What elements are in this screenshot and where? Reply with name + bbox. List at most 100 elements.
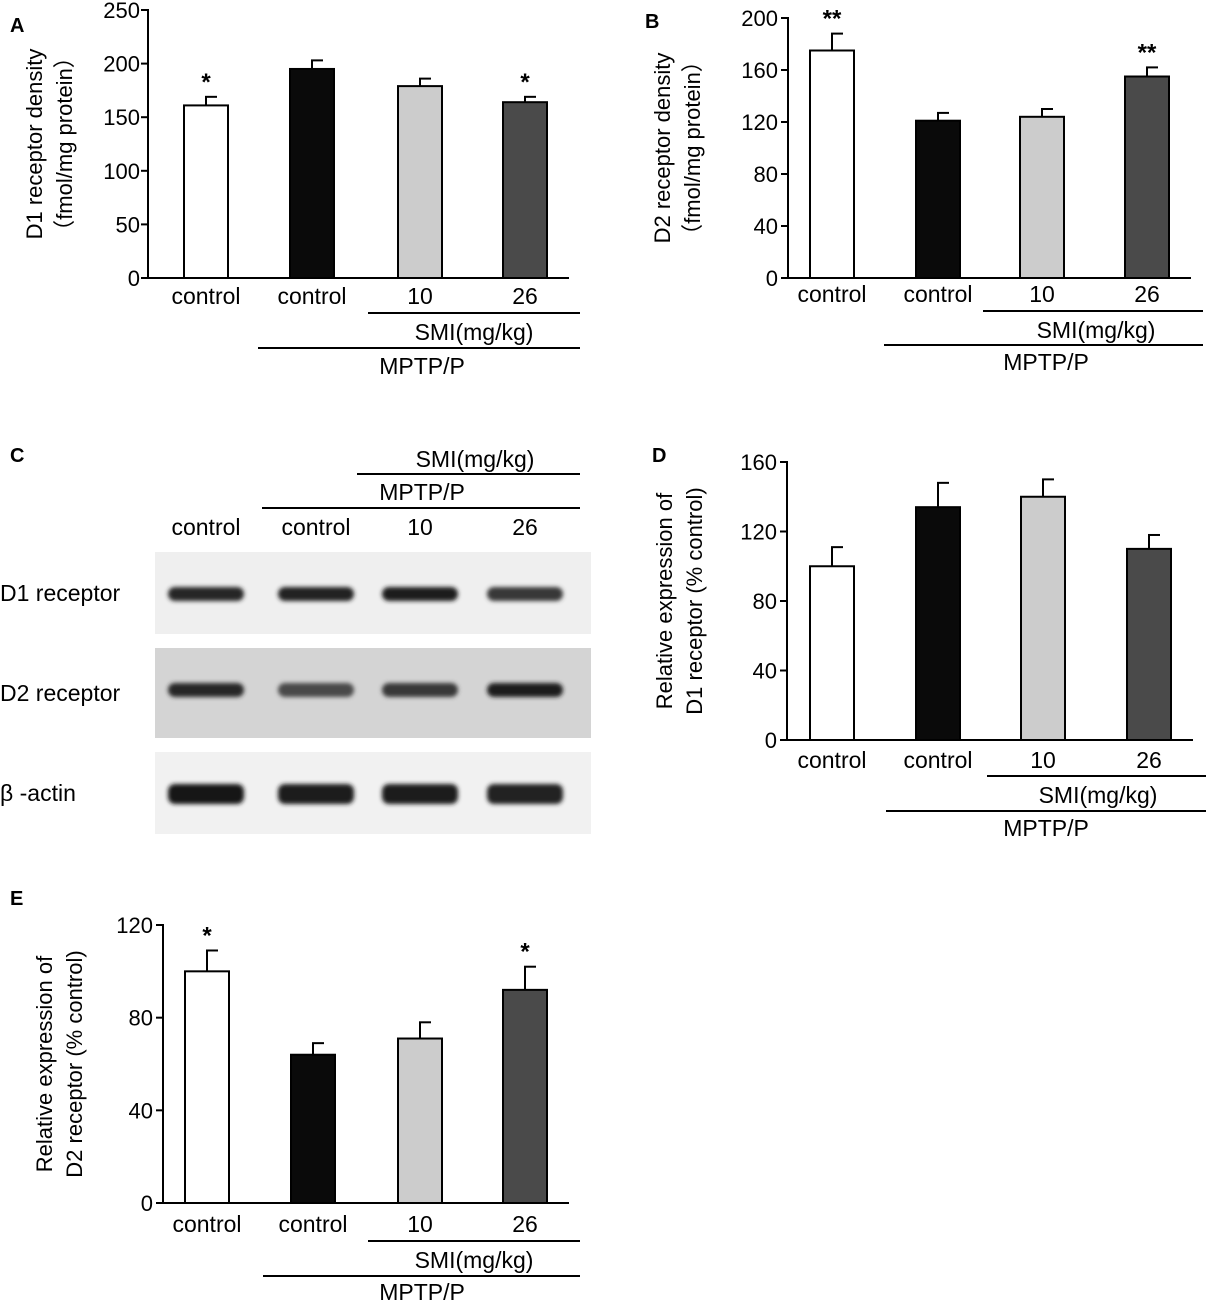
blot-band xyxy=(168,683,244,697)
blot-band xyxy=(168,587,244,601)
blot-row-label: β -actin xyxy=(0,780,76,806)
chart-panel-d: D Relative expression of D1 receptor (% c… xyxy=(652,445,1206,841)
x-category-label: 10 xyxy=(1030,747,1056,773)
bar xyxy=(915,119,961,279)
y-tick-label: 0 xyxy=(766,266,778,291)
x-category-label: control xyxy=(903,747,972,773)
bar xyxy=(289,67,335,279)
blot-band xyxy=(168,784,244,804)
x-category-label: control xyxy=(797,747,866,773)
x-category-label: control xyxy=(172,1211,241,1237)
blot-header: SMI(mg/kg) MPTP/P control control 10 26 xyxy=(171,446,580,540)
panel-letter-d: D xyxy=(652,445,666,467)
y-tick-label: 40 xyxy=(753,659,777,684)
y-tick-label: 120 xyxy=(740,520,777,545)
bar xyxy=(915,506,961,741)
chart-panel-a: A D1 receptor density （fmol/mg protein） 0… xyxy=(10,0,580,379)
y-axis-title: D2 receptor density （fmol/mg protein） xyxy=(650,50,705,246)
bar xyxy=(184,970,230,1204)
significance-marker: * xyxy=(520,939,530,966)
x-category-label: control xyxy=(277,283,346,309)
lane-label: control xyxy=(281,514,350,540)
group-brackets: SMI(mg/kg) MPTP/P xyxy=(258,312,580,379)
y-tick-label: 50 xyxy=(116,212,140,237)
x-category-label: 26 xyxy=(512,1211,538,1237)
bar xyxy=(1020,495,1066,741)
lane-label: 26 xyxy=(512,514,538,540)
x-category-label: 10 xyxy=(407,1211,433,1237)
western-blot-panel-c: C SMI(mg/kg) MPTP/P control control 10 26 D1 … xyxy=(0,445,591,834)
blot-row-label: D2 receptor xyxy=(0,680,121,706)
y-axis-title: Relative expression of D1 receptor (% con… xyxy=(652,487,707,714)
smi-group-label: SMI(mg/kg) xyxy=(415,1247,534,1273)
y-tick-label: 200 xyxy=(103,52,140,77)
y-tick-label: 200 xyxy=(741,6,778,31)
blot-band xyxy=(382,683,458,697)
y-tick-label: 0 xyxy=(141,1191,153,1216)
smi-group-label: SMI(mg/kg) xyxy=(1037,317,1156,343)
mptp-group-label: MPTP/P xyxy=(379,1279,465,1300)
y-tick-label: 80 xyxy=(129,1006,153,1031)
panel-letter-c: C xyxy=(10,445,24,467)
y-tick-label: 120 xyxy=(116,913,153,938)
x-category-label: control xyxy=(171,283,240,309)
mptp-group-label: MPTP/P xyxy=(379,479,465,505)
x-category-label: 26 xyxy=(512,283,538,309)
panel-letter-b: B xyxy=(645,11,659,33)
bar xyxy=(809,565,855,741)
bar xyxy=(809,49,855,279)
significance-marker: * xyxy=(201,69,211,96)
y-axis-title-line: D1 receptor (% control) xyxy=(682,487,707,714)
bar xyxy=(502,988,548,1204)
smi-group-label: SMI(mg/kg) xyxy=(1039,782,1158,808)
smi-group-label: SMI(mg/kg) xyxy=(416,446,535,472)
bar xyxy=(1126,547,1172,741)
y-tick-label: 0 xyxy=(765,728,777,753)
plot-area: 0 40 80 120 160 200 ** control control 10 ** 26 xyxy=(741,6,1191,307)
plot-area: 0 50 100 150 200 250 * control control 10 * 26 xyxy=(103,0,569,309)
mptp-group-label: MPTP/P xyxy=(379,353,465,379)
lane-label: control xyxy=(171,514,240,540)
y-tick-label: 80 xyxy=(754,162,778,187)
y-tick-label: 0 xyxy=(128,266,140,291)
y-tick-label: 100 xyxy=(103,159,140,184)
y-tick-label: 120 xyxy=(741,110,778,135)
x-category-label: 26 xyxy=(1134,281,1160,307)
blot-band xyxy=(487,587,563,601)
blot-rows: D1 receptor D2 receptor β -actin xyxy=(0,552,591,834)
bar xyxy=(397,1037,443,1205)
group-brackets: SMI(mg/kg) MPTP/P xyxy=(884,310,1203,375)
significance-marker: ** xyxy=(1138,39,1157,66)
y-axis-title: Relative expression of D2 receptor (% con… xyxy=(32,950,87,1177)
smi-group-label: SMI(mg/kg) xyxy=(415,319,534,345)
blot-row-label: D1 receptor xyxy=(0,580,121,606)
y-tick-label: 80 xyxy=(753,589,777,614)
chart-panel-b: B D2 receptor density （fmol/mg protein） 0… xyxy=(645,6,1203,375)
y-axis-title-line: D1 receptor density xyxy=(22,49,47,240)
x-category-label: 26 xyxy=(1136,747,1162,773)
mptp-group-label: MPTP/P xyxy=(1003,349,1089,375)
y-tick-label: 40 xyxy=(754,214,778,239)
blot-band xyxy=(278,587,354,601)
x-category-label: control xyxy=(797,281,866,307)
panel-letter-e: E xyxy=(10,888,23,910)
group-brackets: SMI(mg/kg) MPTP/P xyxy=(263,1240,580,1305)
y-tick-label: 150 xyxy=(103,105,140,130)
y-axis-title-line: Relative expression of xyxy=(32,955,57,1172)
plot-area: 0 40 80 120 160 control control 10 26 xyxy=(740,450,1193,773)
group-brackets: SMI(mg/kg) MPTP/P xyxy=(886,775,1206,841)
mptp-group-label: MPTP/P xyxy=(1003,815,1089,841)
y-axis-title-line: （fmol/mg protein） xyxy=(680,50,705,246)
significance-marker: * xyxy=(520,69,530,96)
bar xyxy=(397,85,443,279)
x-category-label: control xyxy=(903,281,972,307)
bar xyxy=(290,1053,336,1204)
bar xyxy=(1124,75,1170,279)
blot-band xyxy=(278,683,354,697)
chart-panel-e: E Relative expression of D2 receptor (% c… xyxy=(10,888,580,1305)
y-tick-label: 160 xyxy=(740,450,777,475)
y-axis-title: D1 receptor density （fmol/mg protein） xyxy=(22,46,77,242)
significance-marker: ** xyxy=(823,6,842,33)
lane-label: 10 xyxy=(407,514,433,540)
